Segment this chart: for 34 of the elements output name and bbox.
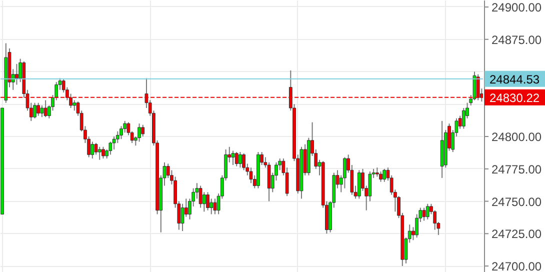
candlestick: [357, 170, 361, 200]
candlestick: [98, 146, 102, 160]
candlestick: [213, 198, 217, 215]
candlestick: [90, 141, 94, 160]
y-tick-label: 24750.00: [492, 194, 542, 209]
candlestick: [206, 192, 210, 211]
candlestick: [238, 152, 242, 168]
candlestick: [210, 198, 214, 215]
candlestick: [33, 102, 36, 119]
ref-line-label: 24844.53: [490, 72, 540, 86]
candlestick: [44, 100, 48, 118]
candlestick: [231, 150, 235, 166]
candlestick: [198, 185, 202, 208]
candlestick: [141, 124, 145, 137]
y-tick-label: 24775.00: [492, 162, 542, 176]
candlestick: [202, 192, 206, 212]
candlestick: [36, 102, 40, 116]
candlestick: [343, 156, 346, 189]
candlestick: [72, 100, 76, 112]
candlestick: [426, 203, 430, 220]
candlestick: [422, 207, 426, 222]
candlestick: [40, 104, 44, 118]
y-tick-label: 24725.00: [492, 227, 542, 242]
candlestick: [234, 152, 238, 167]
y-tick-label: 24700.00: [492, 260, 542, 272]
y-tick-label: 24875.00: [492, 32, 542, 47]
ref-line-label: 24830.22: [490, 90, 540, 105]
y-tick-label: 24900.00: [492, 0, 542, 14]
candlestick: [102, 146, 105, 160]
candlestick: [379, 170, 382, 182]
candlestick: [15, 63, 18, 86]
candlestick: [138, 123, 141, 142]
candlestick: [382, 168, 386, 182]
y-tick-label: 24800.00: [492, 130, 542, 144]
